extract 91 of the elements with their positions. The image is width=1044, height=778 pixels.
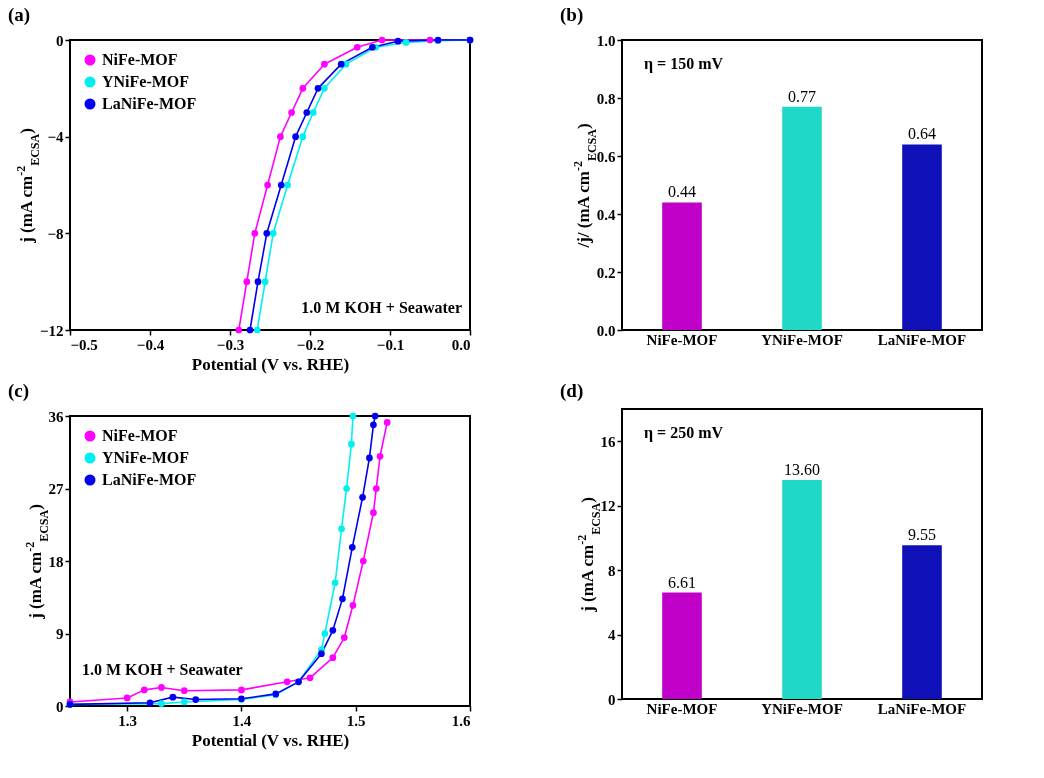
y-tick-label: −8 [47,225,64,242]
y-tick-label: 0.6 [596,148,616,165]
y-tick-label: 8 [608,562,616,579]
y-tick-label: 0 [56,32,64,49]
point [378,36,386,44]
point [299,84,307,92]
y-tick-label: 4 [608,627,616,644]
annotation: η = 150 mV [644,55,724,73]
annotation: η = 250 mV [644,424,724,442]
x-tick-label: 1.6 [451,712,471,729]
legend-label: YNiFe-MOF [102,449,190,466]
x-axis-title: Potential (V vs. RHE) [191,730,350,750]
point [402,39,410,46]
point [426,36,434,44]
bar [662,592,702,699]
point [299,133,307,141]
y-tick-label: 0.2 [596,264,616,281]
point [337,60,345,68]
data-label: 13.60 [784,460,820,478]
bar [902,545,942,699]
point [288,109,295,116]
data-label: 9.55 [908,526,936,544]
chart-title: (d) [560,380,584,402]
x-tick-label: 1.3 [118,712,138,729]
data-label: 0.64 [908,125,936,143]
y-tick-label: −12 [39,322,64,339]
bar [662,202,702,330]
y-tick-label: 9 [56,626,64,642]
x-tick-label: LaNiFe-MOF [877,700,967,717]
legend-label: NiFe-MOF [102,51,178,68]
legend-label: NiFe-MOF [102,427,178,444]
point [263,229,271,237]
point [264,181,271,189]
y-tick-label: 12 [600,498,616,515]
y-tick-label: 16 [600,433,616,450]
point [277,133,284,141]
y-tick-label: 18 [48,553,64,570]
point [251,229,259,237]
point [254,278,262,286]
point [284,181,291,189]
bar [902,144,942,330]
x-tick-label: YNiFe-MOF [761,700,843,717]
point [277,181,285,189]
x-tick-label: −0.3 [216,336,245,353]
bar [782,106,822,330]
x-tick-label: LaNiFe-MOF [877,331,967,348]
chart-title: (c) [8,380,30,402]
point [243,278,251,286]
point [321,84,328,92]
x-tick-label: 1.4 [232,712,252,729]
data-label: 0.77 [788,87,816,105]
x-tick-label: 0.0 [451,336,471,353]
y-tick-label: 1.0 [596,32,616,49]
y-tick-label: 0.4 [596,206,616,223]
x-tick-label: NiFe-MOF [646,331,718,348]
chart-title: (b) [560,4,584,26]
point [303,109,311,116]
y-tick-label: 0 [56,698,64,715]
legend-label: YNiFe-MOF [102,73,190,90]
x-tick-label: NiFe-MOF [646,700,718,717]
data-label: 6.61 [668,573,696,591]
bar [782,479,822,699]
x-tick-label: −0.4 [136,336,165,353]
x-tick-label: −0.1 [376,336,405,353]
x-axis-title: Potential (V vs. RHE) [191,354,350,374]
point [235,326,243,334]
x-tick-label: YNiFe-MOF [761,331,843,348]
point [321,60,328,68]
y-tick-label: 27 [48,481,64,497]
y-tick-label: 0.8 [596,90,616,107]
x-tick-label: −0.2 [296,336,325,353]
point [314,84,322,92]
annotation: 1.0 M KOH + Seawater [301,299,462,316]
y-tick-label: 36 [48,408,64,425]
point [394,37,402,45]
legend-label: LaNiFe-MOF [102,471,197,488]
x-tick-label: −0.5 [70,336,98,353]
point [246,326,254,334]
y-tick-label: 0 [608,691,616,708]
point [292,133,299,141]
legend-label: LaNiFe-MOF [102,95,197,112]
chart-title: (a) [8,4,31,26]
point [261,278,269,286]
y-tick-label: −4 [47,129,64,146]
point [309,109,317,116]
point [269,229,277,237]
data-label: 0.44 [668,183,696,201]
point [353,43,361,51]
annotation: 1.0 M KOH + Seawater [82,661,243,678]
point [253,326,261,334]
x-tick-label: 1.5 [346,712,366,729]
